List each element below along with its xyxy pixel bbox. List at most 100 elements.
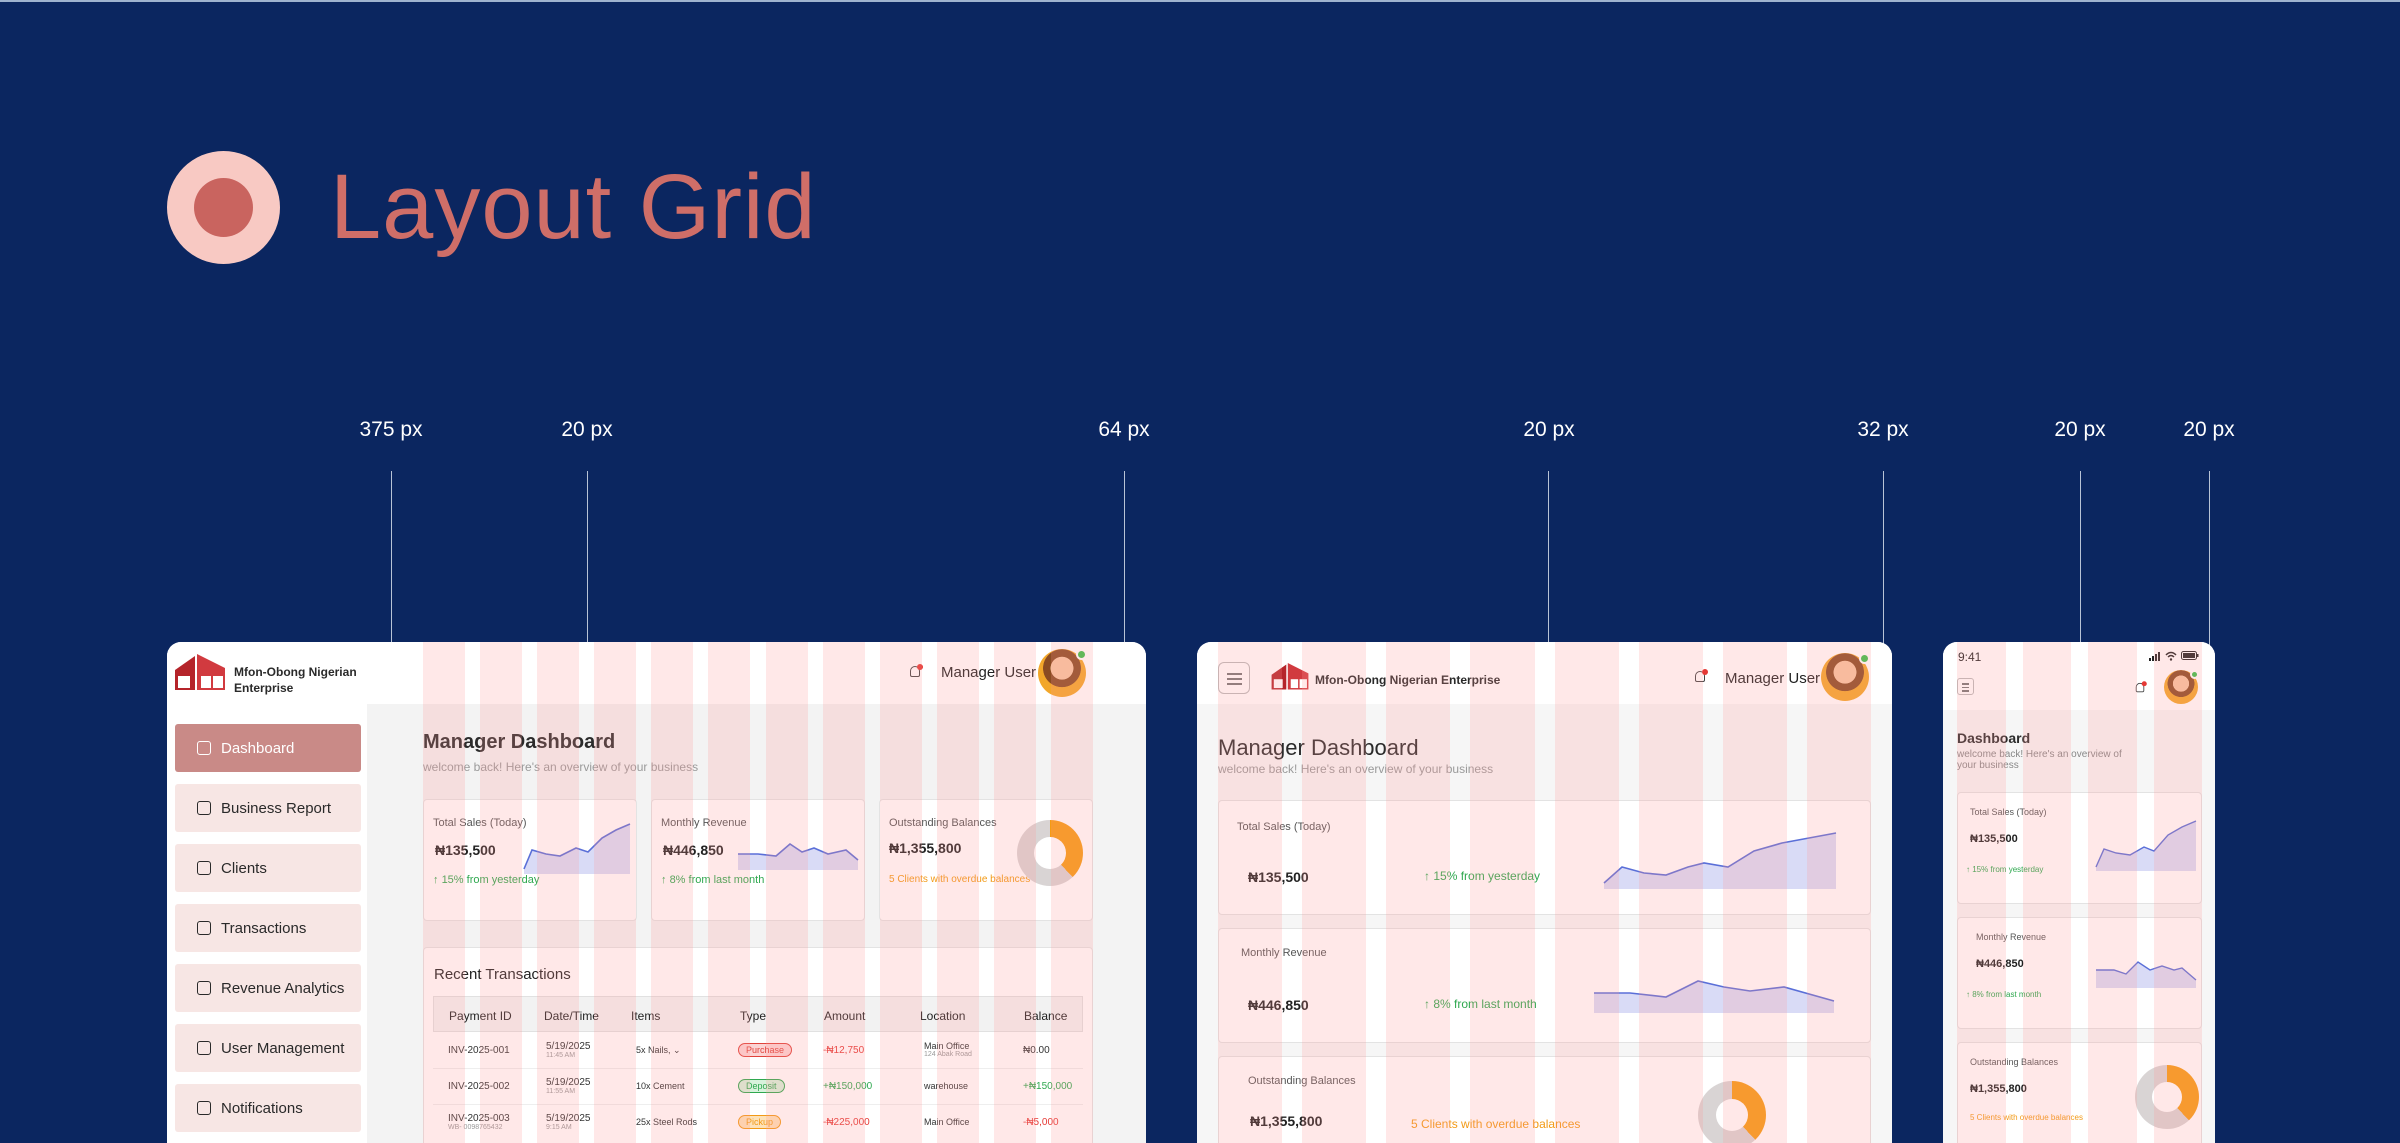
measure-label: 64 px (1098, 418, 1150, 441)
card-value: ₦135,500 (435, 842, 496, 858)
card-change: ↑ 15% from yesterday (433, 874, 540, 886)
status-badge: Pickup (738, 1115, 782, 1129)
sidebar-item-clients[interactable]: Clients (175, 844, 361, 892)
measure-label: 20 px (561, 418, 613, 441)
report-icon (197, 801, 211, 815)
recent-transactions-panel: Recent Transactions Payment ID Date/Time… (423, 947, 1093, 1143)
card-change: ↑ 8% from last month (1424, 997, 1537, 1011)
card-label: Monthly Revenue (1241, 947, 1327, 959)
table-header: Type (740, 1009, 767, 1023)
user-management-icon (197, 1041, 211, 1055)
tablet-frame: Mfon-Obong Nigerian Enterprise Manager U… (1197, 642, 1892, 1143)
table-row[interactable]: INV-2025-001 5/19/2025 11:45 AM 5x Nails,… (433, 1033, 1083, 1069)
sidebar-item-dashboard[interactable]: Dashboard (175, 724, 361, 772)
desktop-header: Mfon-Obong Nigerian Enterprise Manager U… (167, 642, 1146, 704)
balances-donut-chart (1698, 1081, 1766, 1143)
card-outstanding-balances: Outstanding Balances ₦1,355,800 5 Client… (879, 799, 1093, 921)
measure-label: 32 px (1857, 418, 1909, 441)
sales-sparkline (1603, 832, 1837, 889)
bell-icon[interactable] (907, 664, 923, 680)
brand-logo-icon (1271, 663, 1309, 690)
card-change: 5 Clients with overdue balances (889, 874, 1031, 885)
measure-line (1883, 471, 1884, 679)
dashboard-subheading: welcome back! Here's an overview of your… (1218, 762, 1494, 776)
avatar[interactable] (1821, 653, 1870, 701)
measure-label: 20 px (2054, 418, 2106, 441)
chevron-down-icon[interactable]: ⌄ (673, 1045, 681, 1055)
desktop-frame: Mfon-Obong Nigerian Enterprise Manager U… (167, 642, 1146, 1143)
card-label: Outstanding Balances (889, 817, 997, 829)
status-time: 9:41 (1958, 650, 1982, 664)
measure-label: 20 px (1523, 418, 1575, 441)
card-change: ↑ 15% from yesterday (1966, 865, 2044, 874)
card-change: 5 Clients with overdue balances (1411, 1117, 1581, 1131)
table-row[interactable]: INV-2025-002 5/19/2025 11:55 AM 10x Cemen… (433, 1069, 1083, 1105)
table-header: Location (920, 1009, 966, 1023)
notifications-icon (197, 1101, 211, 1115)
sidebar-item-revenue-analytics[interactable]: Revenue Analytics (175, 964, 361, 1012)
brand-name: Mfon-Obong Nigerian Enterprise (234, 665, 357, 695)
dashboard-subheading: welcome back! Here's an overview of your… (423, 760, 699, 774)
page-title: Layout Grid (330, 156, 817, 258)
card-total-sales: Total Sales (Today) ₦135,500 ↑ 15% from … (1957, 792, 2202, 904)
menu-icon[interactable] (1218, 662, 1250, 694)
card-value: ₦1,355,800 (889, 840, 962, 856)
table-header: Date/Time (544, 1009, 599, 1023)
sidebar-item-user-management[interactable]: User Management (175, 1024, 361, 1072)
clients-icon (197, 861, 211, 875)
card-value: ₦135,500 (1248, 869, 1309, 885)
status-badge: Deposit (738, 1079, 785, 1093)
dashboard-heading: Manager Dashboard (1218, 735, 1419, 760)
card-label: Outstanding Balances (1970, 1057, 2059, 1067)
sidebar-item-transactions[interactable]: Transactions (175, 904, 361, 952)
sidebar-item-notifications[interactable]: Notifications (175, 1084, 361, 1132)
table-header: Payment ID (449, 1009, 512, 1023)
measure-line (391, 471, 392, 679)
card-label: Total Sales (Today) (1970, 807, 2047, 817)
user-name[interactable]: Manager User (941, 664, 1037, 681)
dashboard-heading: Dashboard (1957, 730, 2031, 746)
balances-donut-chart (1017, 820, 1083, 886)
card-monthly-revenue: Monthly Revenue ₦446,850 ↑ 8% from last … (1957, 917, 2202, 1029)
bell-icon[interactable] (1692, 669, 1708, 685)
card-value: ₦446,850 (1248, 997, 1309, 1013)
bell-icon[interactable] (2133, 681, 2147, 695)
dashboard-heading: Manager Dashboard (423, 731, 616, 753)
table-row[interactable]: INV-2025-003 WB- 0098765432 5/19/2025 9:15… (448, 1113, 1059, 1131)
card-monthly-revenue: Monthly Revenue ₦446,850 ↑ 8% from last … (651, 799, 865, 921)
transactions-icon (197, 921, 211, 935)
dashboard-icon (197, 741, 211, 755)
measure-label: 375 px (359, 418, 423, 441)
avatar[interactable] (1038, 649, 1087, 697)
card-value: ₦135,500 (1970, 833, 2018, 845)
user-name[interactable]: Manager User (1725, 670, 1821, 687)
revenue-sparkline (1594, 980, 1835, 1013)
card-outstanding-balances: Outstanding Balances ₦1,355,800 5 Client… (1218, 1056, 1871, 1143)
card-value: ₦446,850 (1976, 958, 2024, 970)
sales-sparkline (2095, 820, 2197, 871)
table-header: Balance (1024, 1009, 1068, 1023)
menu-icon[interactable] (1957, 678, 1974, 695)
signal-icon (2149, 652, 2160, 661)
sidebar-item-business-report[interactable]: Business Report (175, 784, 361, 832)
mobile-frame: 9:41 Dashboard welcome back! Here's an o… (1943, 642, 2215, 1143)
card-label: Outstanding Balances (1248, 1075, 1356, 1087)
title-bullet-icon (167, 151, 280, 264)
card-value: ₦1,355,800 (1250, 1113, 1323, 1129)
measure-line (1124, 471, 1125, 679)
tablet-header: Mfon-Obong Nigerian Enterprise Manager U… (1197, 642, 1892, 704)
brand-name: Mfon-Obong Nigerian Enterprise (1315, 673, 1501, 687)
card-change: ↑ 8% from last month (1966, 990, 2042, 999)
card-value: ₦1,355,800 (1970, 1083, 2027, 1095)
avatar[interactable] (2164, 670, 2199, 704)
card-label: Monthly Revenue (1976, 932, 2047, 942)
measure-line (587, 471, 588, 679)
card-label: Monthly Revenue (661, 817, 747, 829)
dashboard-subheading: welcome back! Here's an overview of your… (1957, 749, 2122, 771)
card-value: ₦446,850 (663, 842, 724, 858)
measure-line (1548, 471, 1549, 679)
card-monthly-revenue: Monthly Revenue ₦446,850 ↑ 8% from last … (1218, 928, 1871, 1043)
measure-label: 20 px (2183, 418, 2235, 441)
card-label: Total Sales (Today) (433, 817, 527, 829)
sales-sparkline (523, 823, 631, 874)
